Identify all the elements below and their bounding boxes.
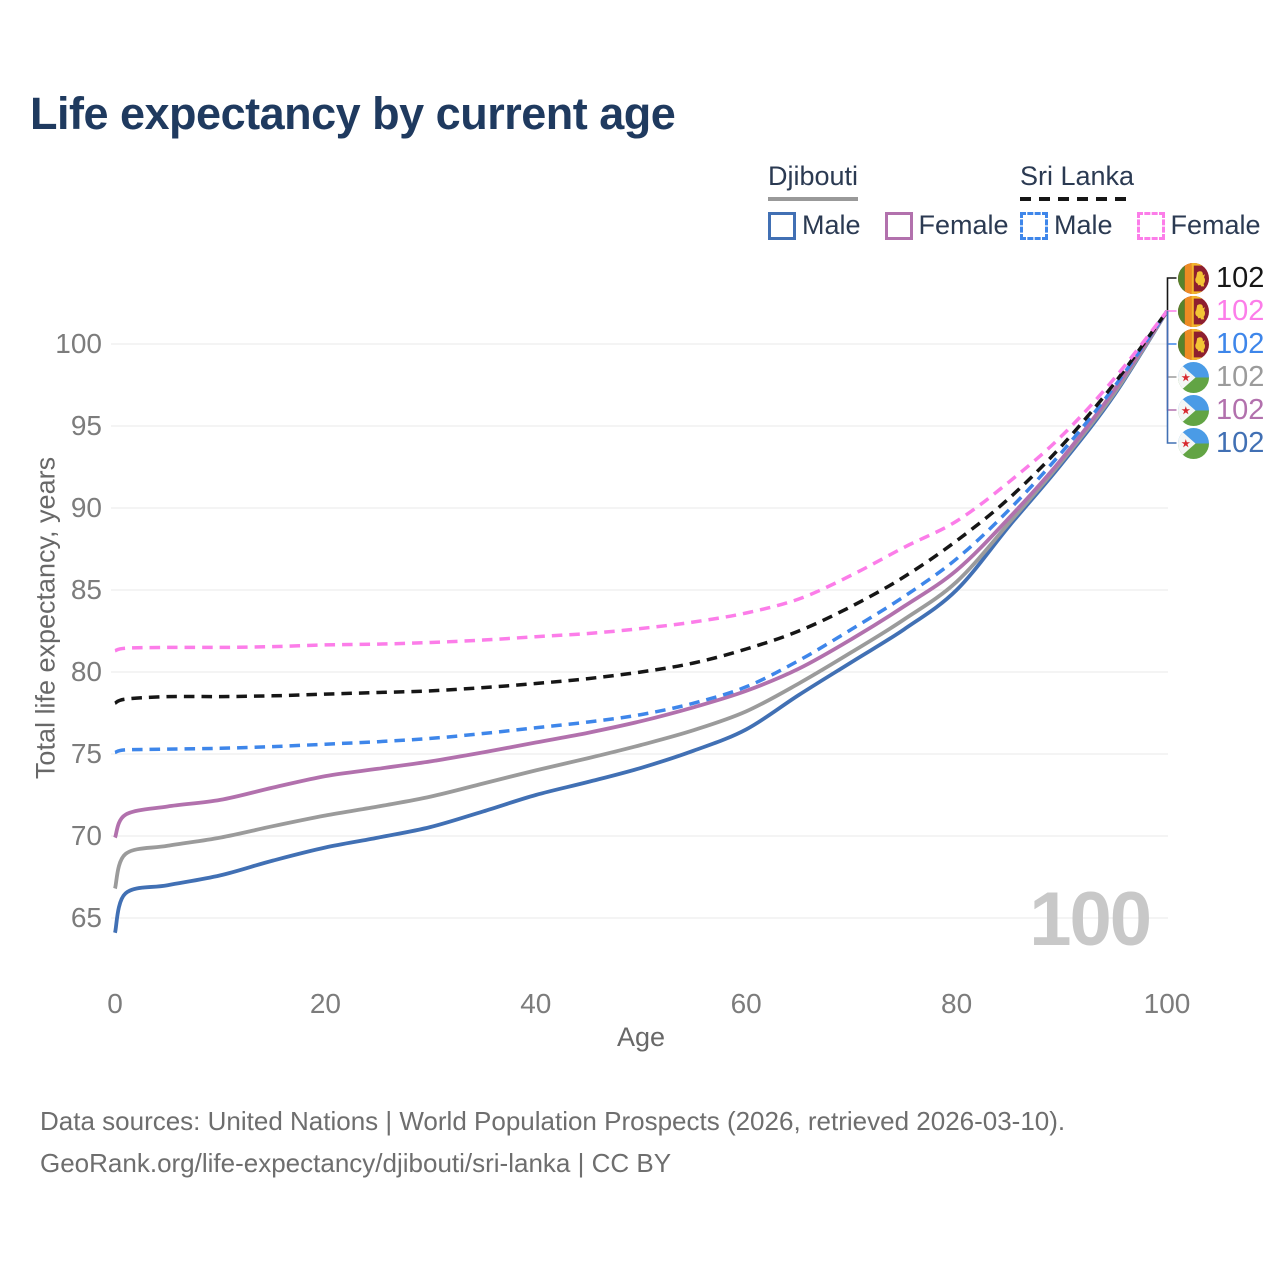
legend-group-djibouti: Djibouti Male Female — [768, 161, 1009, 241]
legend-item-djibouti-male[interactable]: Male — [768, 210, 861, 241]
end-label-connector — [1166, 311, 1177, 444]
legend-country-label: Sri Lanka — [1020, 161, 1135, 191]
legend-item-sri-lanka-male[interactable]: Male — [1020, 210, 1113, 241]
sri-lanka-flag-icon — [1178, 295, 1209, 327]
legend-country-djibouti[interactable]: Djibouti — [768, 161, 859, 201]
legend-country-label: Djibouti — [768, 161, 859, 191]
legend-item-sri-lanka-female[interactable]: Female — [1136, 210, 1261, 241]
end-value: 102 — [1216, 261, 1265, 294]
legend-item-djibouti-female[interactable]: Female — [884, 210, 1009, 241]
series-line — [114, 310, 1169, 653]
end-label-row: 102 — [1178, 361, 1264, 393]
end-label-row: 102 — [1178, 394, 1264, 426]
x-tick-label: 80 — [941, 988, 973, 1019]
legend-item-label: Female — [918, 210, 1009, 240]
end-label-row: 102 — [1178, 262, 1264, 294]
sri-lanka-female-swatch — [1136, 211, 1165, 240]
x-tick-label: 0 — [107, 988, 123, 1019]
y-tick-label: 95 — [70, 410, 102, 441]
y-tick-label: 70 — [70, 820, 102, 851]
x-tick-label: 100 — [1143, 988, 1191, 1019]
watermark-age-100: 100 — [1029, 877, 1152, 962]
series-line — [114, 310, 1169, 755]
end-label-row: 102 — [1178, 427, 1264, 459]
end-label-connector — [1166, 311, 1177, 411]
y-tick-label: 80 — [70, 656, 102, 687]
series-line — [113, 310, 1169, 934]
y-tick-label: 90 — [70, 492, 102, 523]
y-tick-label: 65 — [70, 902, 102, 933]
end-label-connector — [1166, 311, 1177, 345]
end-value: 102 — [1216, 327, 1265, 360]
end-value: 102 — [1216, 294, 1265, 327]
series-line — [114, 310, 1169, 705]
djibouti-flag-icon — [1178, 394, 1209, 426]
series-line — [113, 310, 1169, 890]
data-sources-text: Data sources: United Nations | World Pop… — [40, 1106, 1066, 1136]
end-value: 102 — [1216, 426, 1265, 459]
page-title: Life expectancy by current age — [30, 88, 676, 139]
y-tick-label: 85 — [70, 574, 102, 605]
x-tick-label: 60 — [730, 988, 762, 1019]
djibouti-flag-icon — [1178, 427, 1209, 459]
x-axis-title: Age — [616, 1022, 666, 1052]
end-label-row: 102 — [1178, 295, 1264, 327]
y-tick-label: 75 — [70, 738, 102, 769]
legend-item-label: Female — [1170, 210, 1261, 240]
x-tick-label: 40 — [520, 988, 552, 1019]
source-link[interactable]: GeoRank.org/life-expectancy/djibouti/sri… — [40, 1148, 672, 1178]
djibouti-male-swatch — [768, 211, 796, 240]
series-line — [113, 310, 1169, 839]
sri-lanka-male-swatch — [1020, 211, 1048, 240]
legend-group-sri-lanka: Sri Lanka Male Female — [1020, 161, 1261, 241]
end-label-row: 102 — [1178, 328, 1264, 360]
end-value: 102 — [1216, 393, 1265, 426]
sri-lanka-flag-icon — [1178, 328, 1209, 360]
legend-item-label: Male — [802, 210, 861, 240]
djibouti-flag-icon — [1178, 361, 1209, 393]
legend-item-label: Male — [1054, 210, 1113, 240]
djibouti-solid-line-swatch — [768, 197, 859, 201]
sri-lanka-dashed-line-swatch — [1020, 197, 1135, 201]
y-tick-label: 100 — [55, 328, 102, 359]
end-label-connector — [1166, 277, 1177, 312]
djibouti-female-swatch — [884, 211, 913, 240]
x-tick-label: 20 — [309, 988, 341, 1019]
legend-country-sri-lanka[interactable]: Sri Lanka — [1020, 161, 1135, 201]
sri-lanka-flag-icon — [1178, 262, 1209, 294]
end-value: 102 — [1216, 360, 1265, 393]
